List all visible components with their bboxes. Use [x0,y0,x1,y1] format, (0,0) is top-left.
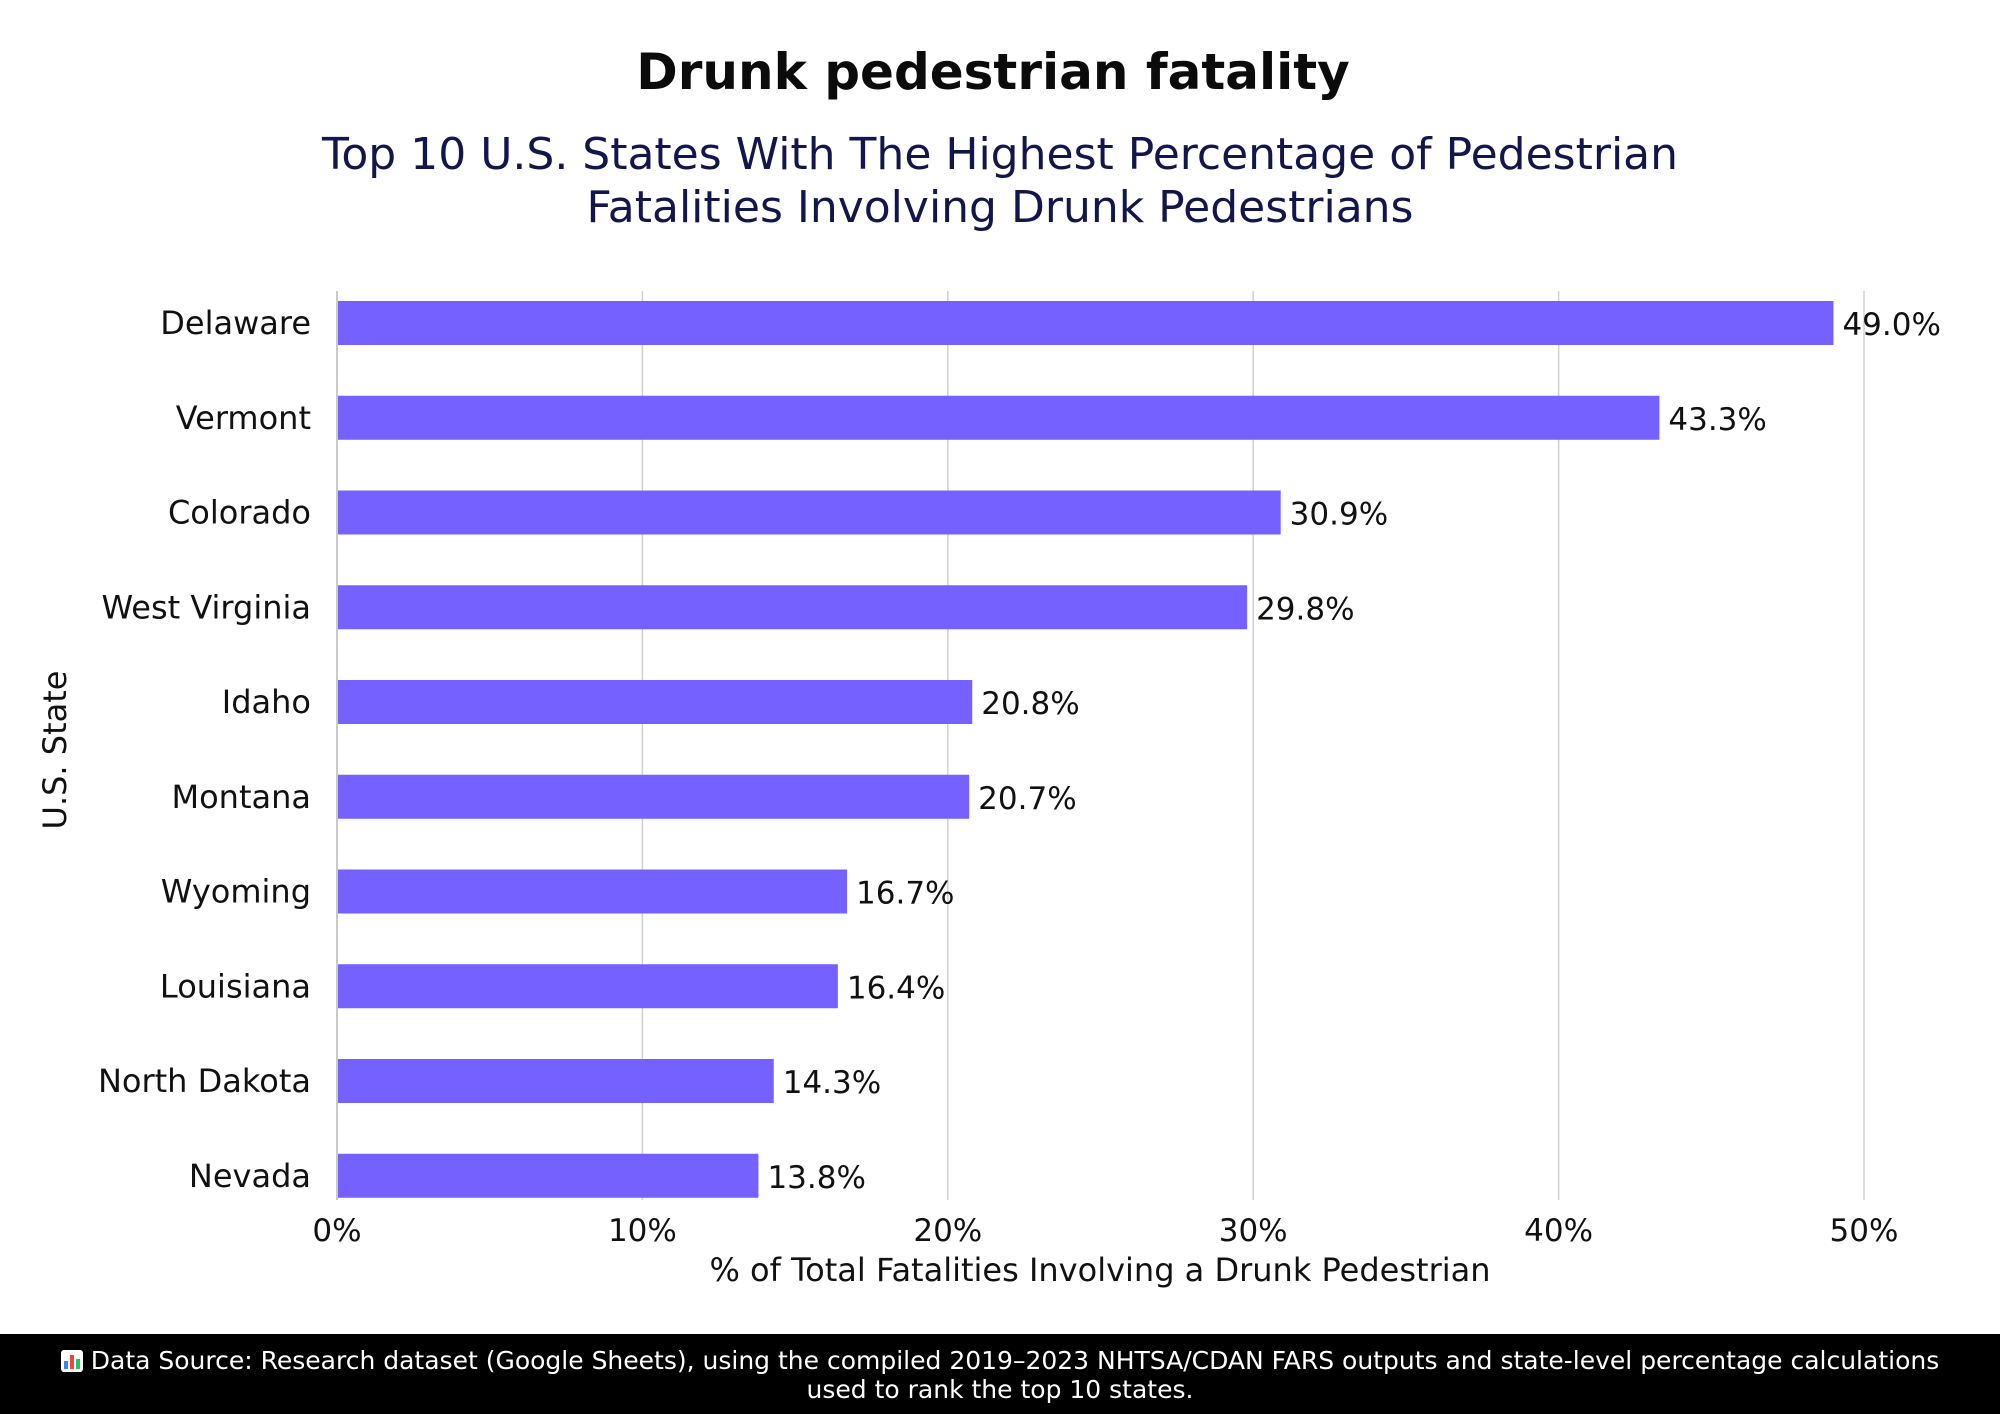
bar-delaware [338,301,1834,345]
bar-idaho [338,680,973,724]
y-axis-title: U.S. State [36,671,74,830]
bars [338,301,1834,1198]
data-label-montana: 20.7% [978,781,1076,817]
bar-louisiana [338,964,838,1009]
bar-nevada [338,1153,759,1198]
category-label-west-virginia: West Virginia [102,588,312,626]
category-label-nevada: Nevada [189,1157,311,1195]
data-label-west-virginia: 29.8% [1256,591,1354,627]
bar-vermont [338,395,1660,440]
x-tick-label-20: 20% [913,1213,982,1249]
y-category-labels: Delaware Vermont Colorado West Virginia Idah… [98,304,311,1195]
x-tick-label-10: 10% [608,1213,677,1249]
gridlines [336,291,1865,1200]
category-label-north-dakota: North Dakota [98,1062,311,1100]
category-label-louisiana: Louisiana [160,967,311,1005]
data-label-louisiana: 16.4% [847,970,945,1006]
chart-title: Drunk pedestrian fatality [636,43,1350,101]
bar-colorado [338,490,1281,535]
bar-chart-icon [60,1350,83,1372]
x-tick-labels: 0% 10% 20% 30% 40% 50% [312,1213,1898,1249]
category-label-vermont: Vermont [176,399,311,437]
data-labels: 49.0% 43.3% 30.9% 29.8% 20.8% 20.7% 16.7% 16.4%… [767,307,1940,1196]
category-label-delaware: Delaware [160,304,311,342]
data-label-idaho: 20.8% [981,686,1079,722]
footer: Data Source: Research dataset (Google Sh… [0,1334,2000,1414]
footer-line-1: Data Source: Research dataset (Google Sh… [0,1346,2000,1375]
category-label-montana: Montana [171,778,311,816]
data-label-north-dakota: 14.3% [783,1065,881,1101]
x-tick-label-40: 40% [1524,1213,1593,1249]
x-tick-label-30: 30% [1219,1213,1288,1249]
x-tick-label-50: 50% [1830,1213,1899,1249]
category-label-wyoming: Wyoming [161,873,311,911]
data-label-wyoming: 16.7% [856,876,954,912]
x-axis-title: % of Total Fatalities Involving a Drunk … [709,1251,1490,1289]
footer-text-line-2: used to rank the top 10 states. [806,1375,1194,1404]
chart-subtitle-line-1: Top 10 U.S. States With The Highest Perc… [321,129,1678,180]
bar-north-dakota [338,1059,774,1103]
bar-montana [338,774,970,819]
x-tick-label-0: 0% [312,1213,361,1249]
data-label-nevada: 13.8% [767,1160,865,1196]
bar-wyoming [338,869,848,914]
data-label-delaware: 49.0% [1842,307,1940,343]
chart-subtitle-line-2: Fatalities Involving Drunk Pedestrians [587,182,1414,233]
data-label-vermont: 43.3% [1668,402,1766,438]
chart-canvas: Drunk pedestrian fatality Top 10 U.S. St… [36,43,1941,1289]
category-label-colorado: Colorado [168,494,311,532]
category-label-idaho: Idaho [222,683,311,721]
footer-text-line-1: Data Source: Research dataset (Google Sh… [90,1346,1940,1375]
data-label-colorado: 30.9% [1290,497,1388,533]
bar-west-virginia [338,585,1248,630]
